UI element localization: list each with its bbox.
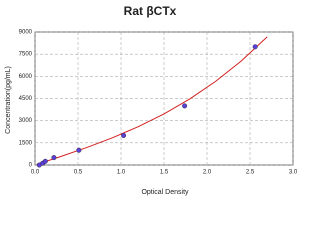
data-point — [42, 158, 48, 164]
y-tick-label: 3000 — [19, 118, 33, 124]
fit-curve — [36, 36, 268, 165]
y-tick-label: 4500 — [19, 96, 33, 102]
y-tick-label: 6000 — [19, 74, 33, 80]
chart-title: Rat βCTx — [124, 4, 177, 18]
y-tick-label: 9000 — [19, 30, 33, 36]
y-tick-label: 7500 — [19, 52, 33, 58]
x-tick-label: 1.5 — [160, 170, 169, 176]
data-point — [51, 155, 57, 161]
chart: Rat βCTx Optical Density Concentration(p… — [5, 4, 298, 196]
x-tick-label: 3.0 — [289, 170, 298, 176]
x-axis-label: Optical Density — [141, 189, 189, 196]
data-point — [252, 44, 258, 50]
x-tick-label: 2.5 — [246, 170, 255, 176]
y-tick-label: 1500 — [19, 140, 33, 146]
data-point — [182, 103, 188, 109]
data-point — [76, 147, 82, 153]
x-tick-label: 1.0 — [117, 170, 126, 176]
y-axis-label: Concentration(pg/mL) — [5, 66, 12, 134]
x-tick-label: 0.0 — [31, 170, 40, 176]
y-tick-label: 0 — [29, 163, 33, 169]
x-tick-label: 0.5 — [74, 170, 83, 176]
x-tick-label: 2.0 — [203, 170, 212, 176]
data-point — [121, 132, 127, 138]
